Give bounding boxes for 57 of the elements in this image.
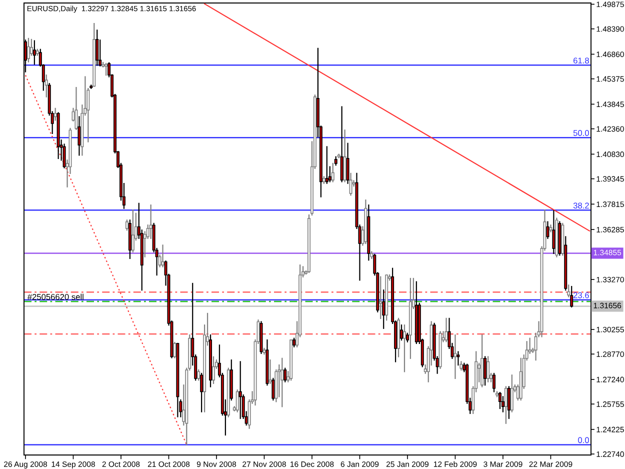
candlestick bbox=[200, 372, 204, 412]
candlestick bbox=[54, 108, 57, 121]
candlestick bbox=[125, 220, 128, 231]
candlestick bbox=[284, 368, 287, 382]
annotation: 61.8 bbox=[574, 58, 589, 64]
annotation: 38.2 bbox=[573, 202, 589, 209]
candlestick bbox=[340, 106, 344, 182]
candlestick bbox=[507, 386, 510, 419]
candlestick bbox=[197, 369, 200, 381]
candlestick bbox=[379, 276, 382, 319]
candlestick bbox=[444, 318, 448, 342]
annotation: 23.6 bbox=[574, 292, 589, 298]
candlestick bbox=[268, 359, 272, 384]
annotation: 50.0 bbox=[573, 130, 589, 136]
candlestick bbox=[44, 74, 48, 98]
ref-line-label: #25056620 sell bbox=[27, 294, 84, 300]
candlestick bbox=[400, 324, 403, 341]
candlestick bbox=[454, 334, 457, 379]
candlestick bbox=[546, 221, 550, 239]
candlestick bbox=[131, 209, 134, 252]
candlestick bbox=[30, 38, 33, 56]
candlestick bbox=[325, 146, 328, 184]
candlestick bbox=[149, 204, 152, 239]
candlestick bbox=[510, 374, 514, 412]
candlestick bbox=[212, 356, 215, 384]
candlestick bbox=[501, 396, 504, 412]
candlestick bbox=[74, 86, 78, 130]
candlestick bbox=[498, 392, 502, 409]
candlestick bbox=[173, 342, 176, 358]
candlestick bbox=[567, 284, 570, 298]
candlestick bbox=[343, 130, 346, 182]
candlestick bbox=[78, 116, 81, 156]
candlestick bbox=[331, 162, 334, 182]
candlestick bbox=[161, 244, 164, 268]
candlestick bbox=[32, 40, 36, 65]
candlestick bbox=[402, 324, 406, 372]
candlestick bbox=[179, 399, 182, 418]
candlestick bbox=[570, 286, 574, 308]
candlestick bbox=[456, 351, 460, 366]
candlestick bbox=[104, 62, 108, 76]
candlestick bbox=[349, 172, 352, 196]
candlestick bbox=[549, 224, 552, 232]
candlestick bbox=[552, 210, 556, 254]
candlestick bbox=[62, 144, 66, 168]
candlestick bbox=[96, 30, 99, 66]
candlestick bbox=[382, 290, 386, 329]
candlestick bbox=[492, 372, 496, 392]
candlestick bbox=[272, 378, 275, 401]
candlestick bbox=[484, 356, 487, 386]
candlestick bbox=[346, 142, 350, 184]
candlestick bbox=[280, 358, 284, 408]
candlestick bbox=[26, 38, 30, 62]
candlestick bbox=[236, 389, 239, 412]
candlestick bbox=[238, 361, 242, 419]
candlestick bbox=[504, 386, 508, 424]
candlestick bbox=[486, 356, 490, 382]
annotation: 0.0 bbox=[578, 437, 589, 444]
